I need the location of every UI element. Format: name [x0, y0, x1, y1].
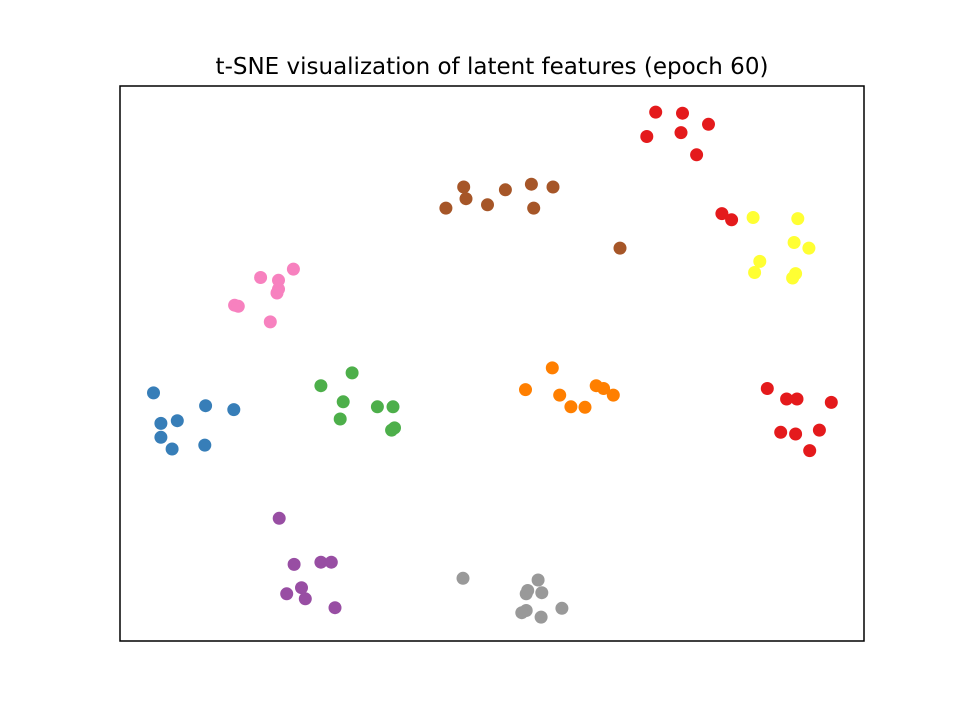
- scatter-point-group-8-7: [789, 427, 803, 441]
- scatter-point-group-10-8: [515, 606, 529, 620]
- scatter-point-group-9-2: [314, 555, 328, 569]
- scatter-point-group-6-4: [370, 400, 384, 414]
- scatter-point-group-2-2: [498, 183, 512, 197]
- scatter-point-group-3-6: [748, 266, 762, 279]
- scatter-point-group-4-5: [270, 286, 284, 300]
- scatter-point-group-4-7: [231, 299, 245, 313]
- scatter-point-group-10-4: [535, 586, 549, 600]
- scatter-point-group-7-8: [578, 400, 592, 414]
- scatter-point-group-2-1: [457, 180, 471, 194]
- scatter-point-group-7-3: [553, 388, 567, 402]
- scatter-point-group-1-5: [674, 126, 688, 140]
- scatter-point-group-6-2: [314, 379, 328, 393]
- scatter-point-group-9-6: [280, 587, 294, 601]
- scatter-point-group-5-3: [227, 403, 241, 417]
- scatter-point-group-6-6: [333, 412, 347, 426]
- scatter-point-group-5-1: [147, 386, 160, 400]
- scatter-point-group-9-1: [272, 511, 286, 525]
- scatter-point-group-3-5: [753, 254, 767, 268]
- scatter-point-group-8-6: [812, 423, 826, 437]
- scatter-point-group-8-2: [780, 392, 794, 406]
- scatter-point-group-2-6: [459, 192, 473, 206]
- scatter-point-group-5-2: [199, 399, 213, 413]
- scatter-point-group-1-3: [702, 117, 715, 131]
- scatter-point-group-4-8: [263, 315, 277, 329]
- scatter-point-group-2-9: [613, 241, 627, 255]
- scatter-point-group-9-8: [328, 601, 342, 615]
- scatter-point-group-1-6: [690, 148, 704, 162]
- scatter-point-group-1-8: [725, 213, 739, 227]
- scatter-point-group-3-3: [787, 236, 801, 249]
- scatter-point-group-10-1: [456, 571, 470, 585]
- axes-frame: [119, 85, 865, 642]
- scatter-point-group-5-8: [198, 438, 212, 452]
- plot-area: [119, 85, 865, 642]
- scatter-point-group-9-4: [287, 557, 301, 571]
- scatter-point-group-2-8: [527, 201, 541, 215]
- scatter-point-group-4-1: [286, 262, 300, 276]
- scatter-point-group-7-2: [519, 383, 532, 397]
- scatter-point-group-6-5: [386, 400, 400, 414]
- scatter-point-group-5-4: [170, 414, 184, 428]
- scatter-point-group-2-7: [439, 201, 453, 215]
- scatter-point-group-5-6: [154, 430, 168, 444]
- scatter-point-group-9-5: [295, 581, 308, 595]
- scatter-point-group-6-8: [385, 423, 399, 437]
- scatter-point-group-10-2: [531, 573, 545, 587]
- scatter-point-group-9-3: [324, 555, 338, 569]
- chart-title: t-SNE visualization of latent features (…: [216, 54, 769, 80]
- scatter-point-group-10-7: [555, 601, 569, 615]
- scatter-point-group-8-8: [803, 444, 817, 458]
- scatter-point-group-2-3: [524, 177, 538, 191]
- scatter-point-group-1-7: [715, 207, 729, 221]
- scatter-point-group-10-5: [519, 587, 533, 601]
- scatter-point-group-7-5: [597, 382, 611, 395]
- scatter-point-group-7-6: [606, 388, 620, 402]
- scatter-point-group-6-1: [345, 366, 359, 380]
- scatter-point-group-3-2: [791, 212, 805, 226]
- scatter-point-group-2-5: [481, 198, 494, 212]
- scatter-point-group-9-7: [298, 592, 312, 606]
- scatter-point-group-8-3: [790, 392, 804, 406]
- scatter-point-group-6-3: [336, 395, 350, 409]
- scatter-point-group-1-2: [676, 106, 689, 120]
- scatter-point-group-3-4: [802, 241, 816, 255]
- scatter-points: [147, 105, 838, 624]
- scatter-point-group-8-1: [760, 382, 774, 395]
- scatter-point-group-8-5: [774, 425, 788, 439]
- scatter-point-group-10-9: [534, 610, 548, 624]
- scatter-point-group-8-4: [824, 395, 838, 409]
- scatter-point-group-3-8: [786, 271, 800, 285]
- scatter-point-group-4-3: [254, 271, 268, 284]
- scatter-point-group-1-4: [640, 130, 654, 143]
- scatter-point-group-5-5: [154, 416, 168, 430]
- scatter-point-group-7-1: [545, 361, 559, 375]
- scatter-point-group-7-7: [564, 400, 578, 414]
- scatter-point-group-5-7: [165, 442, 179, 456]
- scatter-point-group-2-4: [546, 180, 560, 194]
- scatter-point-group-3-1: [746, 211, 760, 224]
- scatter-point-group-1-1: [649, 105, 663, 119]
